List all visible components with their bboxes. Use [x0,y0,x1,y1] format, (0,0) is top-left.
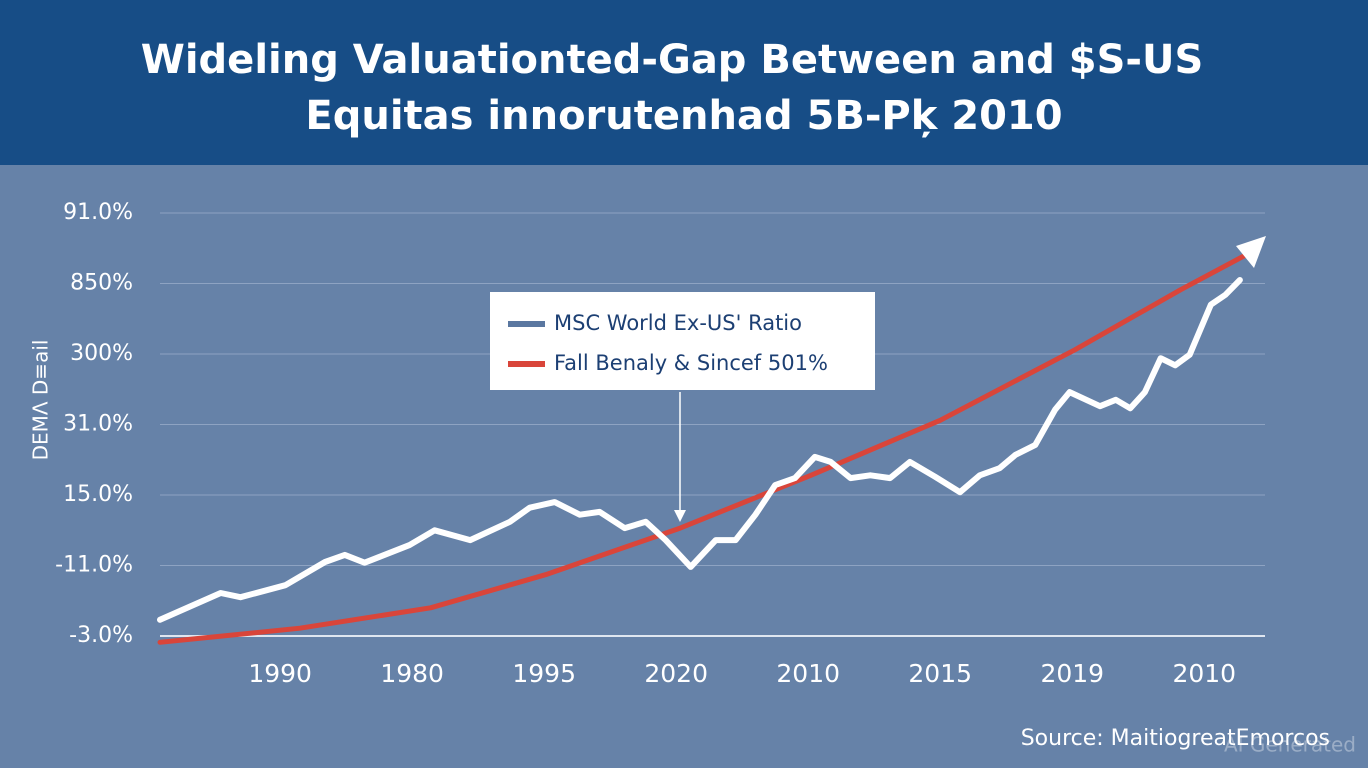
series-line [157,252,1248,645]
series-line [157,277,1243,623]
legend-entries: MSC World Ex-US' Ratio Fall Benaly & Sinc… [508,311,828,375]
legend-label: Fall Benaly & Sincef 501% [554,351,828,375]
x-tick-label: 1980 [380,659,444,688]
header [0,0,1368,165]
annotation-arrowhead [674,510,686,522]
y-tick-label: 91.0% [63,200,133,225]
y-tick-label: 15.0% [63,482,133,507]
trend-arrowhead [1236,236,1266,268]
x-tick-label: 2010 [1172,659,1236,688]
x-tick-label: 2019 [1040,659,1104,688]
plot: -3.0% -11.0% 15.0% 31.0% 300% 850% 91.0% 1990 19… [55,200,1265,688]
y-tick-label: 31.0% [63,412,133,437]
y-axis-label: DEMΛ D≡ail [29,340,53,461]
source: Source: MaitiogreatEmorcos [1021,726,1330,751]
y-tick-label: -3.0% [69,623,133,648]
watermark: AI Generated [1224,733,1356,757]
x-tick-label: 2015 [908,659,972,688]
x-tick-label: 2020 [644,659,708,688]
y-tick-label: 850% [70,271,133,296]
y-tick-label: -11.0% [55,553,133,578]
title-line: Wideling Valuationted-Gap Between and $S… [141,37,1204,83]
x-tick-label: 1995 [512,659,576,688]
title-line: Equitas innorutenhad 5B-Pķ 2010 [305,93,1062,139]
legend-label: MSC World Ex-US' Ratio [554,311,802,335]
x-tick-label: 2010 [776,659,840,688]
legend [490,292,875,390]
y-tick-label: 300% [70,341,133,366]
x-tick-label: 1990 [248,659,312,688]
